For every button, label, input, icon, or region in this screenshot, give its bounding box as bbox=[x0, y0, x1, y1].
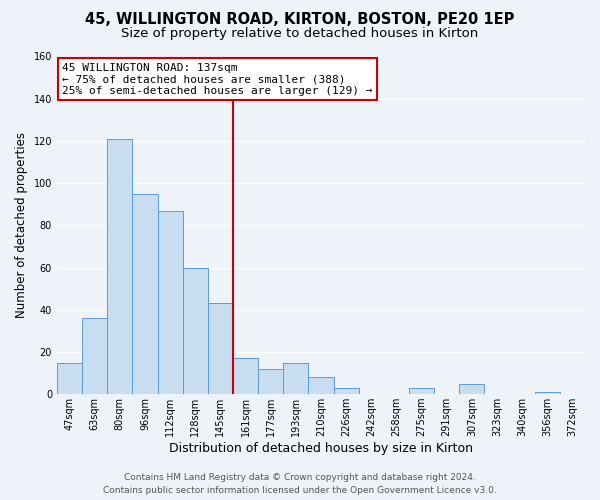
Bar bbox=[308, 378, 334, 394]
Bar bbox=[459, 384, 484, 394]
Bar bbox=[283, 362, 308, 394]
Bar bbox=[133, 194, 158, 394]
Bar bbox=[107, 139, 133, 394]
Text: Size of property relative to detached houses in Kirton: Size of property relative to detached ho… bbox=[121, 28, 479, 40]
X-axis label: Distribution of detached houses by size in Kirton: Distribution of detached houses by size … bbox=[169, 442, 473, 455]
Bar bbox=[535, 392, 560, 394]
Bar bbox=[334, 388, 359, 394]
Bar bbox=[158, 210, 182, 394]
Bar bbox=[258, 369, 283, 394]
Bar bbox=[57, 362, 82, 394]
Y-axis label: Number of detached properties: Number of detached properties bbox=[15, 132, 28, 318]
Bar bbox=[208, 304, 233, 394]
Bar bbox=[182, 268, 208, 394]
Bar bbox=[233, 358, 258, 394]
Bar bbox=[409, 388, 434, 394]
Text: 45 WILLINGTON ROAD: 137sqm
← 75% of detached houses are smaller (388)
25% of sem: 45 WILLINGTON ROAD: 137sqm ← 75% of deta… bbox=[62, 63, 373, 96]
Bar bbox=[82, 318, 107, 394]
Text: Contains HM Land Registry data © Crown copyright and database right 2024.
Contai: Contains HM Land Registry data © Crown c… bbox=[103, 473, 497, 495]
Text: 45, WILLINGTON ROAD, KIRTON, BOSTON, PE20 1EP: 45, WILLINGTON ROAD, KIRTON, BOSTON, PE2… bbox=[85, 12, 515, 28]
